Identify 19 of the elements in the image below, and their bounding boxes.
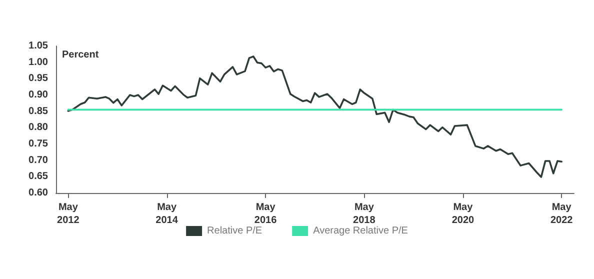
x-tick-label: May 2020 xyxy=(452,202,474,226)
x-tick-label: May 2018 xyxy=(353,202,376,226)
x-tick-label: May 2022 xyxy=(550,202,574,226)
x-tick-label: May 2016 xyxy=(254,202,278,226)
y-tick-label: 0.90 xyxy=(28,90,48,100)
y-axis-title: Percent xyxy=(62,50,100,60)
x-tick-label: May 2014 xyxy=(156,202,178,226)
legend-label: Relative P/E xyxy=(207,226,262,236)
y-tick-label: 0.80 xyxy=(28,122,48,134)
x-tick-label: May 2012 xyxy=(57,202,80,226)
y-tick-label: 0.75 xyxy=(28,138,48,150)
y-tick-label: 0.85 xyxy=(28,106,48,117)
y-tick-label: 0.65 xyxy=(28,171,48,182)
y-tick-label: 1.00 xyxy=(28,56,48,68)
legend-label: Average Relative P/E xyxy=(313,226,408,236)
y-tick-label: 0.70 xyxy=(28,154,48,166)
y-tick-label: 1.05 xyxy=(28,40,48,52)
y-tick-label: 0.60 xyxy=(28,188,48,198)
y-tick-label: 0.95 xyxy=(28,73,48,84)
